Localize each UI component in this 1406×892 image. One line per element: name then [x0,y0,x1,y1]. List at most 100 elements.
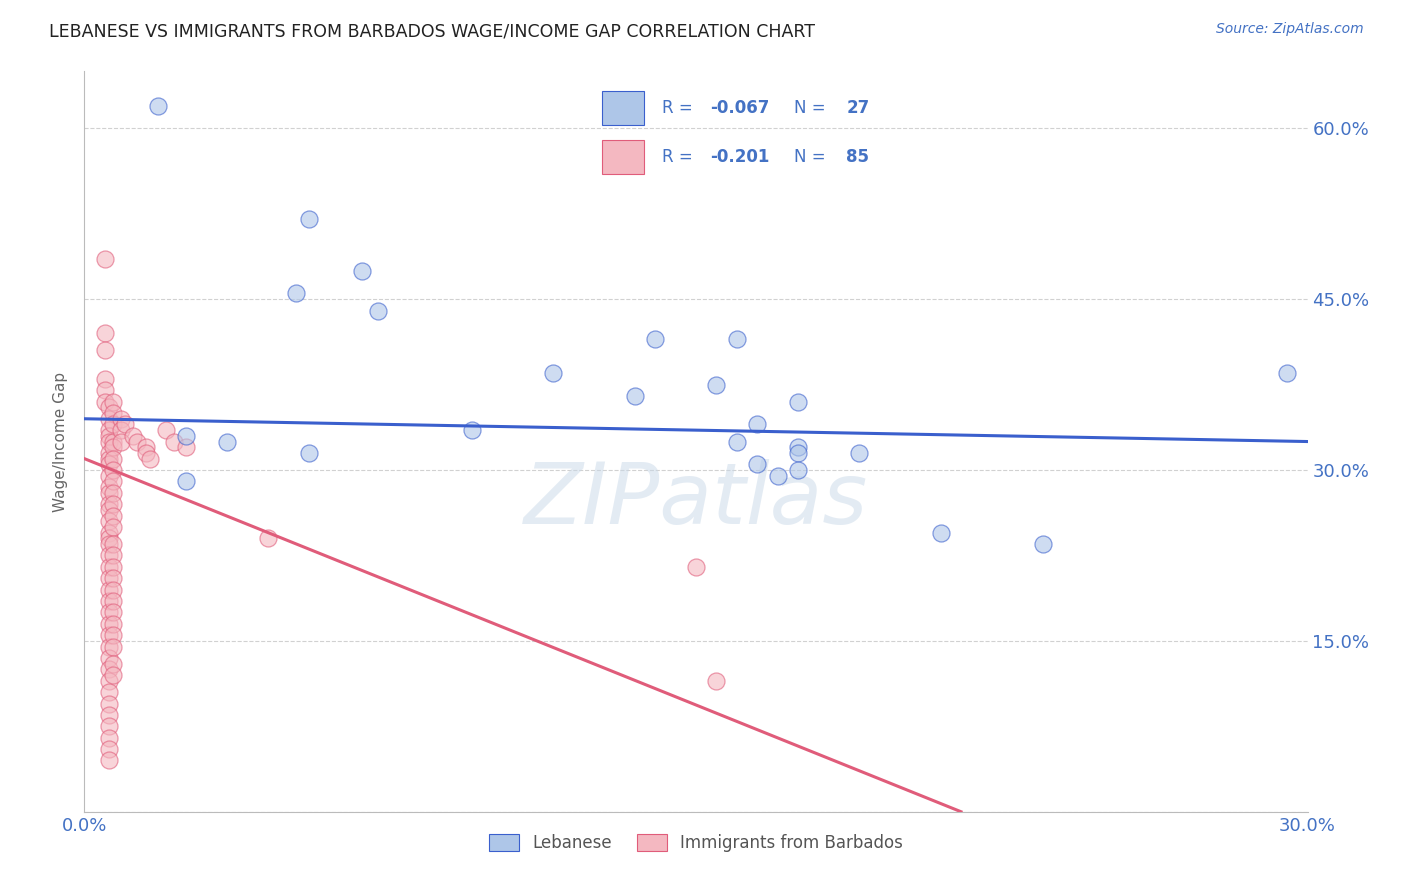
Point [110,434,132,449]
Point [127,434,149,449]
Point [122,429,145,443]
Point [93,252,115,267]
Point [101,434,124,449]
Point [101,520,124,534]
Point [101,571,124,585]
Point [138,451,160,466]
Point [706,377,728,392]
Point [93,326,115,341]
Point [93,384,115,398]
Point [101,463,124,477]
Point [725,434,748,449]
Point [766,468,789,483]
Point [146,98,169,112]
Point [350,263,373,277]
Point [97,480,120,494]
Point [685,559,707,574]
Point [644,332,666,346]
Point [97,697,120,711]
Text: Source: ZipAtlas.com: Source: ZipAtlas.com [1216,22,1364,37]
Point [101,668,124,682]
Text: LEBANESE VS IMMIGRANTS FROM BARBADOS WAGE/INCOME GAP CORRELATION CHART: LEBANESE VS IMMIGRANTS FROM BARBADOS WAG… [49,22,815,40]
Point [101,485,124,500]
Point [101,628,124,642]
Point [97,662,120,676]
Point [93,343,115,358]
Y-axis label: Wage/Income Gap: Wage/Income Gap [53,371,69,512]
Point [97,606,120,620]
Point [848,446,870,460]
Point [217,434,239,449]
Point [97,731,120,745]
Text: ZIPatlas: ZIPatlas [524,459,868,542]
Point [174,475,197,489]
Point [97,468,120,483]
Point [101,549,124,563]
Point [543,366,565,380]
Point [257,532,280,546]
Point [97,719,120,733]
Point [101,394,124,409]
Point [101,616,124,631]
Point [97,485,120,500]
Point [110,423,132,437]
Point [101,417,124,432]
Point [97,537,120,551]
Point [298,446,321,460]
Point [725,332,748,346]
Point [101,594,124,608]
Point [97,458,120,472]
Point [101,559,124,574]
Point [101,440,124,454]
Point [787,394,810,409]
Point [706,673,728,688]
Point [97,429,120,443]
Point [97,616,120,631]
Point [174,440,197,454]
Point [1032,537,1054,551]
Point [97,434,120,449]
Point [298,212,321,227]
Point [461,423,484,437]
Point [97,640,120,654]
Point [101,606,124,620]
Point [97,532,120,546]
Point [97,446,120,460]
Legend: Lebanese, Immigrants from Barbados: Lebanese, Immigrants from Barbados [482,828,910,859]
Point [97,423,120,437]
Point [101,451,124,466]
Point [97,742,120,756]
Point [97,571,120,585]
Point [747,458,769,472]
Point [97,514,120,528]
Point [174,429,197,443]
Point [101,497,124,511]
Point [97,651,120,665]
Point [285,286,308,301]
Point [93,394,115,409]
Point [97,685,120,699]
Point [101,475,124,489]
Point [367,303,389,318]
Point [787,446,810,460]
Point [97,707,120,722]
Point [101,406,124,420]
Point [101,582,124,597]
Point [97,582,120,597]
Point [787,463,810,477]
Point [97,503,120,517]
Point [101,508,124,523]
Point [929,525,952,540]
Point [163,434,186,449]
Point [93,372,115,386]
Point [97,594,120,608]
Point [101,640,124,654]
Point [624,389,647,403]
Point [97,411,120,425]
Point [787,440,810,454]
Point [97,401,120,415]
Point [1277,366,1299,380]
Point [97,754,120,768]
Point [110,411,132,425]
Point [97,628,120,642]
